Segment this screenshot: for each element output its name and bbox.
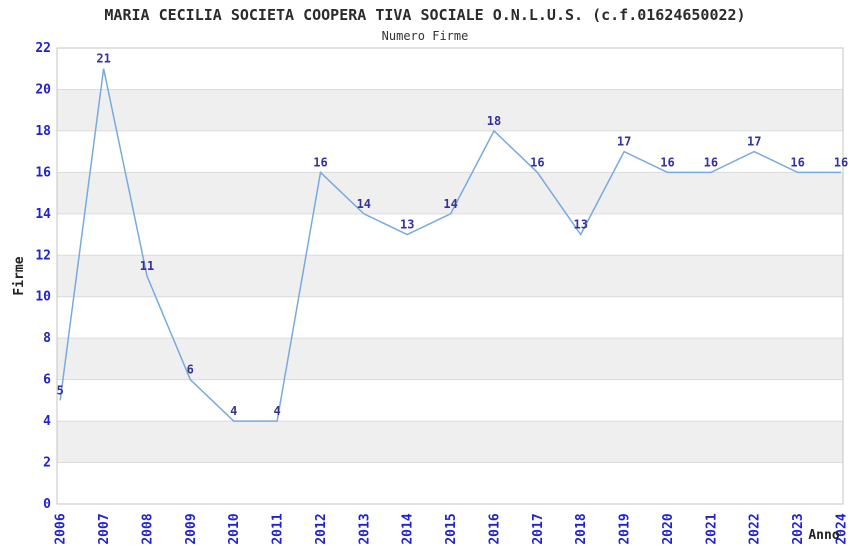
y-tick-label: 16 <box>35 165 51 180</box>
value-label: 14 <box>443 197 457 211</box>
y-tick-label: 14 <box>35 207 51 222</box>
x-tick-label: 2021 <box>704 513 719 544</box>
grid-band <box>57 255 843 297</box>
value-label: 16 <box>704 155 718 169</box>
x-tick-label: 2010 <box>227 513 242 544</box>
x-tick-label: 2013 <box>357 513 372 544</box>
y-tick-label: 10 <box>35 290 51 305</box>
chart-subtitle: Numero Firme <box>381 29 469 43</box>
value-label: 16 <box>660 155 674 169</box>
value-label: 16 <box>530 155 544 169</box>
x-tick-label: 2022 <box>748 513 763 544</box>
value-label: 16 <box>313 155 327 169</box>
y-tick-label: 8 <box>43 331 51 346</box>
value-label: 16 <box>834 155 848 169</box>
grid-band <box>57 421 843 463</box>
x-tick-label: 2015 <box>444 513 459 544</box>
x-tick-label: 2012 <box>314 513 329 544</box>
y-tick-label: 0 <box>43 497 51 512</box>
value-label: 18 <box>487 114 501 128</box>
value-label: 6 <box>187 363 194 377</box>
x-tick-label: 2006 <box>54 513 69 544</box>
value-label: 17 <box>617 135 631 149</box>
grid-band <box>57 172 843 214</box>
x-tick-label: 2020 <box>661 513 676 544</box>
x-tick-label: 2017 <box>531 513 546 544</box>
x-tick-label: 2019 <box>618 513 633 544</box>
value-label: 13 <box>400 218 414 232</box>
plot-border <box>56 47 844 505</box>
y-tick-label: 20 <box>35 83 51 98</box>
x-tick-label: 2018 <box>574 513 589 544</box>
chart-title: MARIA CECILIA SOCIETA COOPERA TIVA SOCIA… <box>104 6 746 24</box>
x-tick-label: 2023 <box>791 513 806 544</box>
y-tick-label: 22 <box>35 41 51 56</box>
y-axis-title: Firme <box>12 256 27 295</box>
x-tick-label: 2007 <box>97 513 112 544</box>
x-axis-title: Anno <box>808 528 839 543</box>
value-label: 4 <box>230 404 237 418</box>
x-tick-label: 2024 <box>835 513 850 544</box>
x-tick-label: 2016 <box>488 513 503 544</box>
x-tick-label: 2014 <box>401 513 416 544</box>
value-label: 11 <box>140 259 154 273</box>
y-tick-label: 12 <box>35 248 51 263</box>
y-tick-label: 4 <box>43 414 51 429</box>
value-label: 14 <box>357 197 371 211</box>
value-label: 4 <box>273 404 280 418</box>
y-tick-label: 2 <box>43 456 51 471</box>
value-label: 13 <box>573 218 587 232</box>
series-line <box>59 68 841 422</box>
y-tick-label: 6 <box>43 373 51 388</box>
x-tick-label: 2011 <box>271 513 286 544</box>
x-tick-label: 2008 <box>141 513 156 544</box>
value-label: 5 <box>57 383 64 397</box>
x-tick-label: 2009 <box>184 513 199 544</box>
value-label: 17 <box>747 135 761 149</box>
grid-band <box>57 89 843 131</box>
y-tick-label: 18 <box>35 124 51 139</box>
value-label: 21 <box>96 52 110 66</box>
value-label: 16 <box>790 155 804 169</box>
